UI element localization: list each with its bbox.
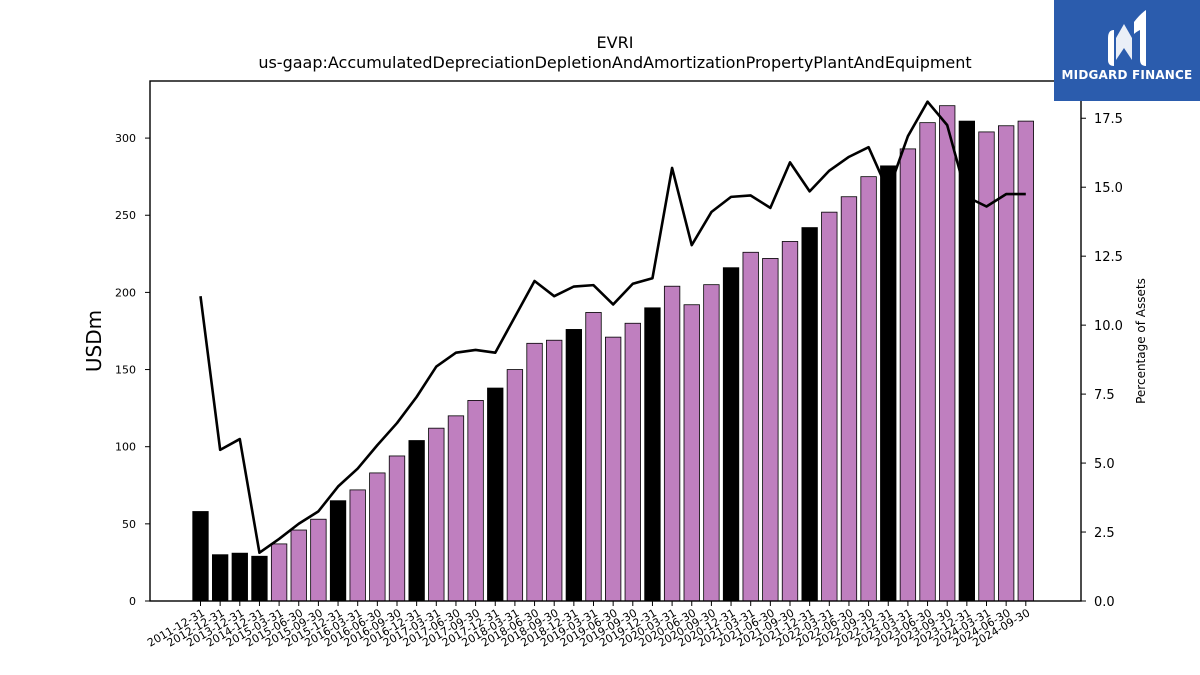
bar-2021-09-30 [781, 241, 799, 602]
bar-2021-06-30 [762, 258, 779, 602]
y-tick-label: 200 [115, 286, 136, 299]
y-tick-label: 150 [115, 364, 136, 377]
y-axis-label: USDm [82, 310, 106, 372]
bar-2016-09-30 [388, 455, 406, 602]
bar-2017-12-31 [487, 387, 504, 602]
y2-tick-label: 7.5 [1094, 388, 1115, 403]
plot-frame [149, 80, 1082, 602]
bar-2021-03-31 [742, 251, 759, 602]
bar-2020-09-30 [703, 284, 720, 602]
y-tick-label: 100 [115, 441, 136, 454]
bar-2015-06-30 [290, 529, 307, 602]
percentage-of-assets-line [199, 100, 1026, 555]
bar-2023-06-30 [919, 122, 936, 602]
line-series [199, 100, 1026, 555]
bar-series [192, 105, 1034, 602]
bar-2022-03-31 [821, 211, 838, 602]
bar-2015-03-31 [270, 543, 288, 602]
bar-2022-09-30 [860, 176, 877, 602]
bar-2017-06-30 [447, 415, 465, 602]
bar-2019-09-30 [624, 322, 641, 602]
chart-title: EVRI [597, 33, 634, 52]
y2-tick-label: 2.5 [1094, 526, 1115, 541]
bar-2023-03-31 [899, 148, 917, 602]
bar-2020-12-31 [722, 267, 740, 602]
bar-2018-03-31 [506, 369, 524, 602]
y2-tick-label: 5.0 [1094, 457, 1115, 472]
bar-2022-12-31 [880, 165, 897, 602]
bar-2018-12-31 [565, 329, 582, 602]
y-tick-label: 250 [115, 209, 136, 222]
bar-2013-12-31 [231, 552, 248, 602]
bar-2017-09-30 [467, 400, 484, 602]
y2-tick-label: 0.0 [1094, 595, 1115, 610]
chart-subtitle: us-gaap:AccumulatedDepreciationDepletion… [258, 53, 971, 72]
bar-2019-03-31 [585, 312, 602, 602]
y2-tick-label: 15.0 [1094, 181, 1123, 196]
bar-2018-09-30 [546, 339, 563, 602]
bar-2017-03-31 [428, 427, 445, 602]
y2-tick-label: 17.5 [1094, 112, 1123, 127]
y-tick-label: 50 [122, 518, 136, 531]
bar-2019-06-30 [605, 336, 622, 602]
bar-2018-06-30 [526, 342, 543, 602]
y-tick-label: 300 [115, 132, 136, 145]
bar-2016-03-31 [349, 489, 366, 602]
bar-2020-06-30 [683, 304, 700, 602]
bar-2011-12-31 [192, 511, 209, 602]
bar-2019-12-31 [644, 307, 661, 602]
y2-tick-label: 10.0 [1094, 319, 1123, 334]
bar-2023-09-30 [939, 105, 956, 602]
bar-2014-12-31 [251, 555, 268, 602]
midgard-logo-icon [1108, 10, 1146, 66]
brand-name: MIDGARD FINANCE [1061, 68, 1193, 82]
brand-logo: MIDGARD FINANCE [1054, 0, 1200, 101]
bar-2015-12-31 [329, 500, 347, 602]
y2-axis-label: Percentage of Assets [1134, 278, 1148, 404]
bar-2020-03-31 [663, 285, 681, 602]
bar-2016-06-30 [369, 472, 386, 602]
y2-tick-label: 12.5 [1094, 250, 1123, 265]
bar-2016-12-31 [408, 440, 425, 602]
y-tick-label: 0 [129, 595, 136, 608]
bar-2012-12-31 [211, 554, 229, 602]
bar-2022-06-30 [840, 196, 858, 602]
bar-2021-12-31 [801, 227, 818, 602]
bar-2015-09-30 [310, 518, 327, 602]
